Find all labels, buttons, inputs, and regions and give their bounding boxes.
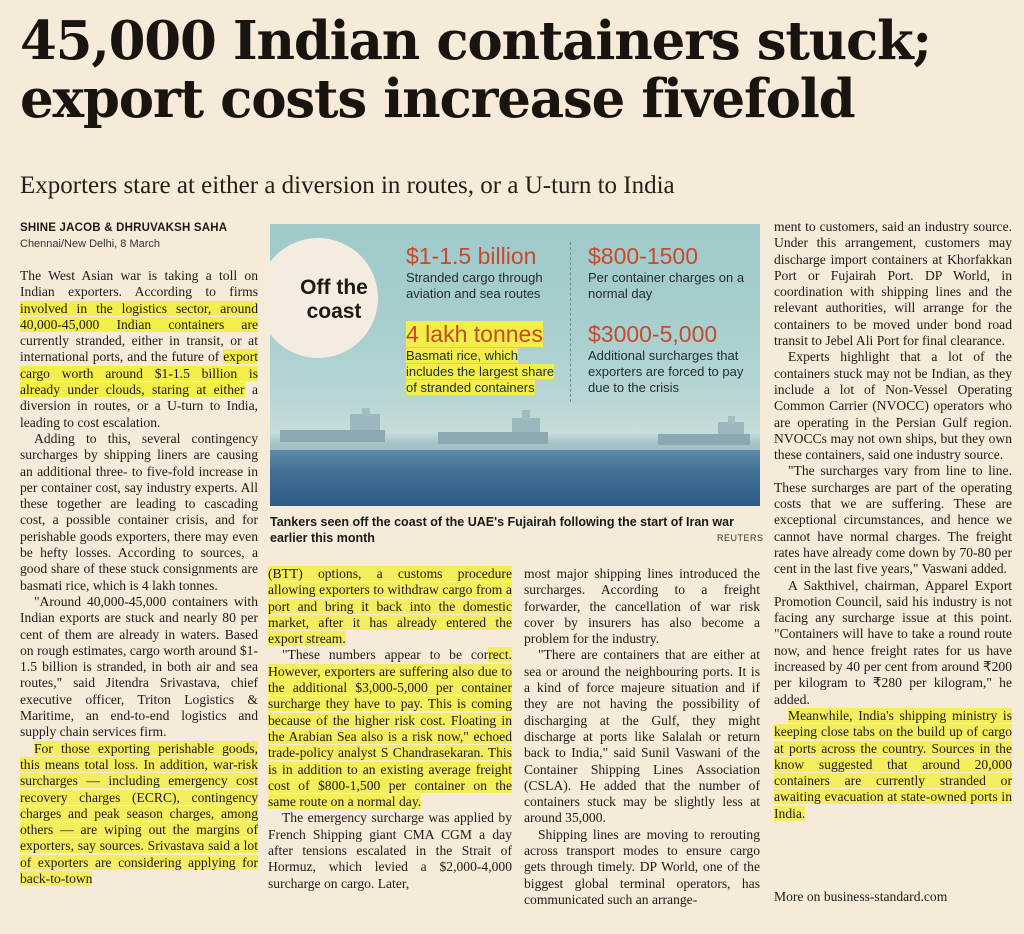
paragraph: "The surcharges vary from line to line. … bbox=[774, 463, 1012, 577]
headline: 45,000 Indian containers stuck; export c… bbox=[20, 10, 932, 130]
byline: SHINE JACOB & DHRUVAKSH SAHA bbox=[20, 222, 228, 234]
highlight: Meanwhile, India's shipping ministry is … bbox=[774, 707, 1012, 821]
paragraph: Shipping lines are moving to rerouting a… bbox=[524, 826, 760, 907]
paragraph: For those exporting perishable goods, th… bbox=[20, 740, 258, 888]
article-column-2: (BTT) options, a customs procedure allow… bbox=[268, 566, 512, 892]
stat-value: $3000-5,000 bbox=[588, 321, 718, 347]
paragraph: Meanwhile, India's shipping ministry is … bbox=[774, 707, 1012, 822]
paragraph: "There are containers that are either at… bbox=[524, 647, 760, 826]
paragraph: "Around 40,000-45,000 containers with In… bbox=[20, 593, 258, 740]
stat-desc: Basmati rice, which includes the largest… bbox=[406, 348, 555, 395]
article-column-3: most major shipping lines introduced the… bbox=[524, 566, 760, 908]
highlight: involved in the logistics sector, around… bbox=[20, 300, 258, 332]
stat-desc: Additional surcharges that exporters are… bbox=[588, 348, 744, 395]
photo-credit: REUTERS bbox=[717, 533, 764, 543]
stat-stranded-cargo: $1-1.5 billion Stranded cargo through av… bbox=[406, 242, 556, 302]
paragraph: ment to customers, said an industry sour… bbox=[774, 219, 1012, 349]
paragraph: Experts highlight that a lot of the cont… bbox=[774, 349, 1012, 463]
photo-haze bbox=[270, 436, 760, 452]
paragraph: (BTT) options, a customs procedure allow… bbox=[268, 566, 512, 647]
stat-value: 4 lakh tonnes bbox=[406, 321, 543, 347]
paragraph: A Sakthivel, chairman, Apparel Export Pr… bbox=[774, 577, 1012, 707]
paragraph: most major shipping lines introduced the… bbox=[524, 566, 760, 647]
divider bbox=[570, 242, 571, 402]
paragraph: Adding to this, several contingency surc… bbox=[20, 430, 258, 593]
article-column-4: ment to customers, said an industry sour… bbox=[774, 219, 1012, 822]
stat-basmati-rice: 4 lakh tonnes Basmati rice, which includ… bbox=[406, 320, 566, 396]
stat-desc: Per container charges on a normal day bbox=[588, 270, 745, 301]
photo-infographic: Off the coast $1-1.5 billion Stranded ca… bbox=[270, 224, 760, 506]
article-column-1: The West Asian war is taking a toll on I… bbox=[20, 268, 258, 887]
offcoast-badge bbox=[270, 238, 378, 358]
highlight: (BTT) options, a customs procedure allow… bbox=[268, 566, 512, 647]
more-link[interactable]: More on business-standard.com bbox=[774, 889, 948, 904]
deck: Exporters stare at either a diversion in… bbox=[20, 172, 675, 199]
highlight: For those exporting perishable goods, th… bbox=[20, 740, 258, 886]
paragraph: "These numbers appear to be correct. How… bbox=[268, 647, 512, 810]
stat-value: $1-1.5 billion bbox=[406, 243, 537, 269]
photo-caption: Tankers seen off the coast of the UAE's … bbox=[270, 515, 734, 545]
highlight: rect. However, exporters are suffering a… bbox=[268, 647, 512, 810]
stat-normal-charges: $800-1500 Per container charges on a nor… bbox=[588, 242, 748, 302]
stat-desc: Stranded cargo through aviation and sea … bbox=[406, 270, 543, 301]
stat-value: $800-1500 bbox=[588, 243, 698, 269]
offcoast-title: Off the coast bbox=[300, 276, 368, 323]
photo-sea bbox=[270, 450, 760, 506]
paragraph: The emergency surcharge was applied by F… bbox=[268, 810, 512, 891]
stat-surcharges: $3000-5,000 Additional surcharges that e… bbox=[588, 320, 748, 396]
dateline: Chennai/New Delhi, 8 March bbox=[20, 238, 161, 250]
paragraph: The West Asian war is taking a toll on I… bbox=[20, 268, 258, 430]
